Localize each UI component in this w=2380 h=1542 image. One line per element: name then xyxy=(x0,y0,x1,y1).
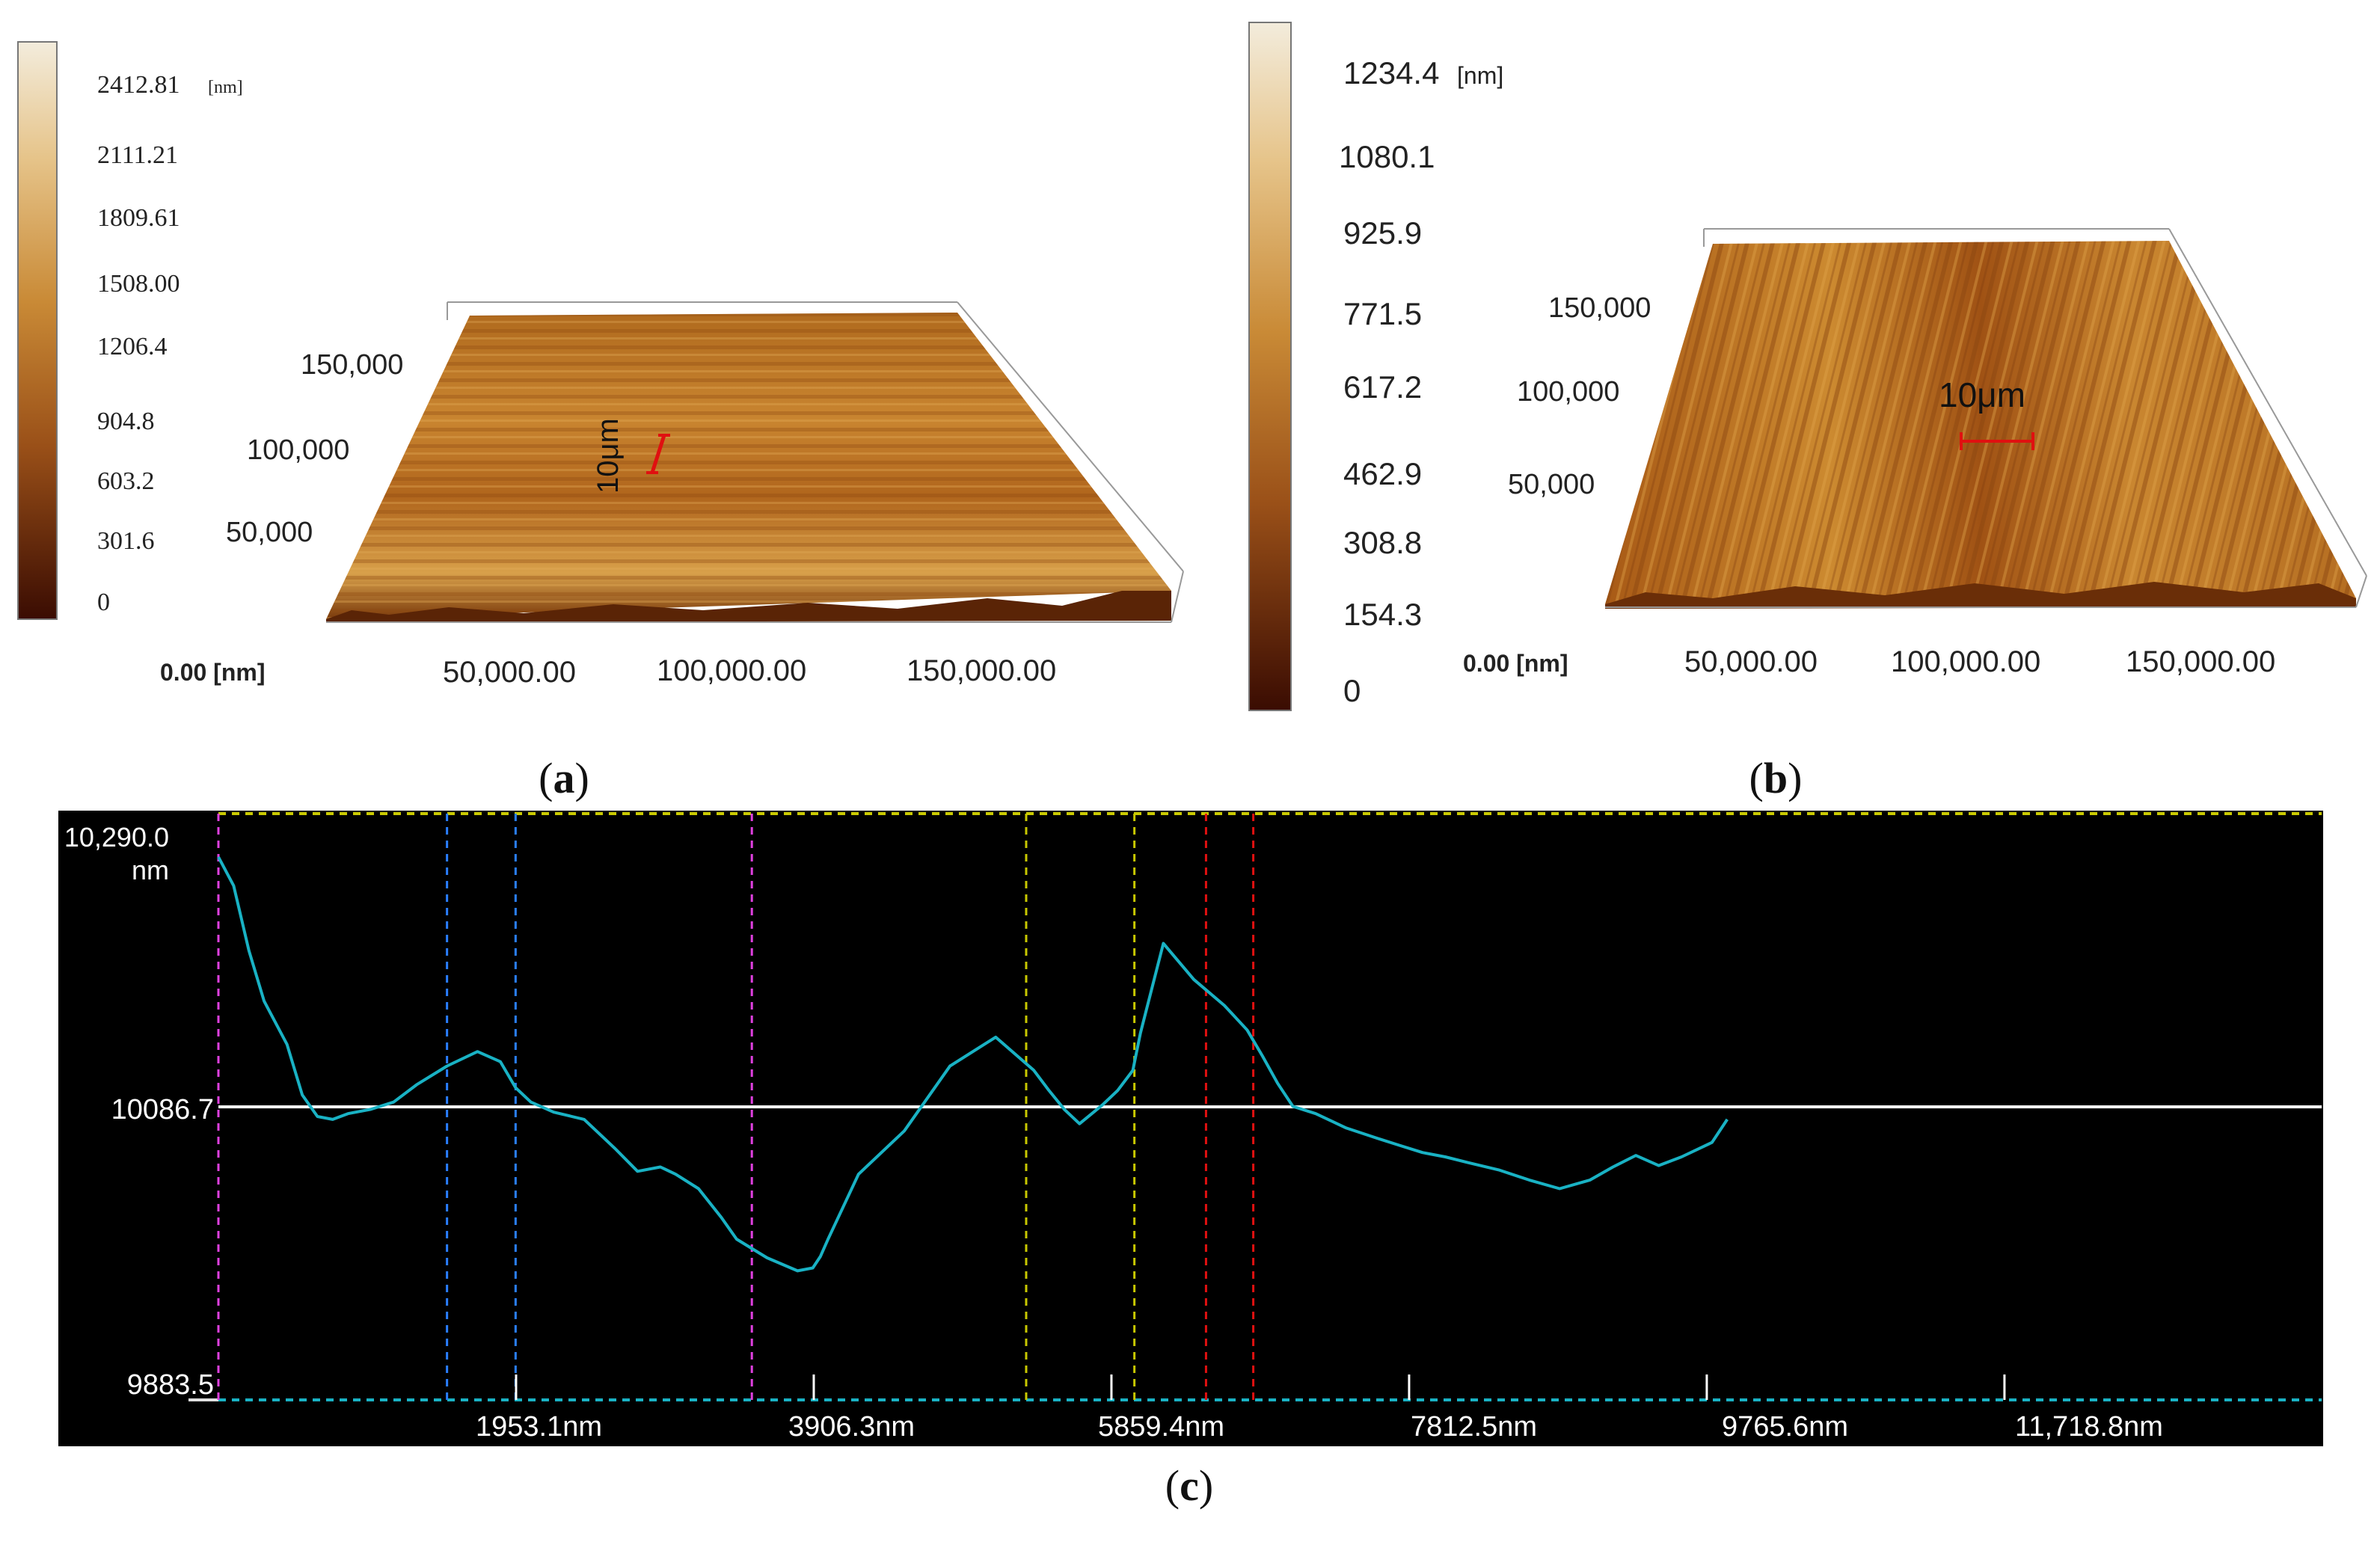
profile-y-mid-label: 10086.7 xyxy=(111,1094,214,1125)
axis-a-x-tick: 150,000.00 xyxy=(907,654,1056,687)
axis-b-x-tick: 150,000.00 xyxy=(2126,645,2275,678)
profile-x-label: 1953.1nm xyxy=(476,1411,602,1443)
caption-b: (b) xyxy=(1749,754,1803,802)
axis-b-origin-label: 0.00 [nm] xyxy=(1463,650,1568,677)
colorbar-b-tick: 617.2 xyxy=(1343,369,1422,405)
colorbar-b-unit: [nm] xyxy=(1457,62,1503,89)
colorbar-a-tick: 1809.61 xyxy=(97,204,180,232)
axis-a-y-ticks: 150,000 100,000 50,000 xyxy=(226,349,403,548)
axis-a-x-tick: 100,000.00 xyxy=(657,654,806,687)
bounding-box-b xyxy=(1605,228,2367,608)
axis-b-y-tick: 150,000 xyxy=(1548,292,1651,324)
profile-x-label: 11,718.8nm xyxy=(2015,1411,2163,1443)
profile-x-label: 9765.6nm xyxy=(1722,1411,1848,1443)
colorbar-b-tick: 925.9 xyxy=(1343,215,1422,251)
axis-a-x-tick: 50,000.00 xyxy=(443,656,576,689)
profile-markers xyxy=(217,814,1255,1400)
axis-a-origin-label: 0.00 [nm] xyxy=(160,659,265,686)
surface-b-front-edge xyxy=(1605,582,2356,609)
colorbar-a-tick: 301.6 xyxy=(97,527,155,555)
axis-b-y-tick: 50,000 xyxy=(1508,469,1595,500)
axis-a-x-ticks: 50,000.00 100,000.00 150,000.00 xyxy=(443,654,1056,689)
profile-y-labels: 10,290.0 nm 10086.7 9883.5 xyxy=(64,822,214,1401)
surface-a-front-edge xyxy=(326,591,1171,622)
colorbar-b-tick: 0 xyxy=(1343,673,1361,708)
colorbar-a-tick: 904.8 xyxy=(97,408,155,435)
colorbar-a-tick: 603.2 xyxy=(97,467,155,495)
colorbar-b-tick: 1080.1 xyxy=(1339,139,1435,174)
profile-plot-background xyxy=(58,811,2323,1446)
colorbar-b-tick: 771.5 xyxy=(1343,296,1422,331)
colorbar-a-unit: [nm] xyxy=(208,78,243,97)
profile-y-max-label: 10,290.0 xyxy=(64,822,169,853)
profile-x-label: 3906.3nm xyxy=(788,1411,915,1443)
profile-x-ticks xyxy=(515,1374,2006,1400)
caption-a: (a) xyxy=(539,754,589,802)
profile-x-labels: 1953.1nm 3906.3nm 5859.4nm 7812.5nm 9765… xyxy=(476,1411,2163,1443)
scale-bar-a: 10μm xyxy=(592,418,670,494)
panel-b: 1234.4 [nm] 1080.1 925.9 771.5 617.2 462… xyxy=(1248,22,2367,802)
axis-a-y-tick: 50,000 xyxy=(226,517,313,548)
scale-bar-b: 10μm xyxy=(1939,375,2034,450)
colorbar-b-ticks: 1234.4 [nm] 1080.1 925.9 771.5 617.2 462… xyxy=(1339,55,1503,708)
colorbar-a-ticks: 2412.81 [nm] 2111.21 1809.61 1508.00 120… xyxy=(97,71,243,616)
colorbar-b-tick: 154.3 xyxy=(1343,597,1422,632)
profile-x-label: 7812.5nm xyxy=(1411,1411,1537,1443)
bounding-box-a xyxy=(326,301,1184,623)
colorbar-b-tick: 462.9 xyxy=(1343,456,1422,491)
profile-y-min-label: 9883.5 xyxy=(127,1369,214,1401)
colorbar-a-tick: 2412.81 xyxy=(97,71,180,99)
axis-b-x-ticks: 50,000.00 100,000.00 150,000.00 xyxy=(1684,645,2275,678)
surface-b-stripes xyxy=(1605,241,2356,604)
panel-c: 10,290.0 nm 10086.7 9883.5 1953.1nm 3906… xyxy=(58,811,2323,1510)
colorbar-a xyxy=(17,41,58,620)
scale-bar-a-label: 10μm xyxy=(592,418,625,494)
scale-bar-b-label: 10μm xyxy=(1939,375,2025,414)
axis-b-x-tick: 50,000.00 xyxy=(1684,645,1818,678)
colorbar-a-tick: 1206.4 xyxy=(97,333,168,360)
profile-x-label: 5859.4nm xyxy=(1098,1411,1224,1443)
colorbar-b-tick: 1234.4 xyxy=(1343,55,1439,90)
axis-a-y-tick: 100,000 xyxy=(247,434,349,466)
profile-line xyxy=(217,856,1729,1273)
axis-a-y-tick: 150,000 xyxy=(301,349,403,381)
axis-b-x-tick: 100,000.00 xyxy=(1891,645,2040,678)
panel-a: 2412.81 [nm] 2111.21 1809.61 1508.00 120… xyxy=(17,41,1184,802)
colorbar-a-tick: 2111.21 xyxy=(97,141,178,169)
colorbar-a-tick: 1508.00 xyxy=(97,270,180,298)
axis-b-y-ticks: 150,000 100,000 50,000 xyxy=(1508,292,1651,500)
axis-b-y-tick: 100,000 xyxy=(1517,376,1619,408)
profile-y-unit: nm xyxy=(132,855,169,885)
surface-a-stripes xyxy=(326,313,1171,619)
colorbar-b xyxy=(1248,22,1292,711)
colorbar-b-tick: 308.8 xyxy=(1343,525,1422,560)
colorbar-a-tick: 0 xyxy=(97,589,110,616)
caption-c: (c) xyxy=(1165,1461,1213,1510)
